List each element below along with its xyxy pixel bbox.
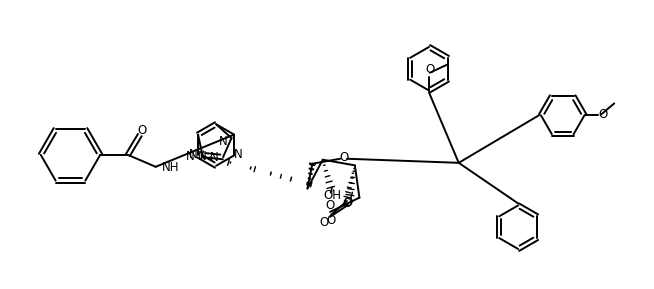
Text: N: N [186, 150, 194, 163]
Text: N: N [211, 151, 219, 164]
Text: N: N [219, 135, 228, 148]
Text: O: O [320, 216, 329, 229]
Text: O: O [326, 199, 335, 212]
Text: O: O [343, 197, 353, 210]
Text: N: N [198, 150, 207, 163]
Text: O: O [339, 151, 349, 164]
Text: O: O [598, 108, 608, 121]
Text: O: O [137, 124, 146, 137]
Text: O: O [326, 214, 336, 227]
Text: N: N [189, 149, 198, 162]
Text: O: O [425, 63, 435, 76]
Text: NH: NH [162, 161, 179, 174]
Text: OH: OH [324, 189, 341, 202]
Text: O: O [342, 197, 352, 210]
Text: N: N [233, 148, 243, 161]
